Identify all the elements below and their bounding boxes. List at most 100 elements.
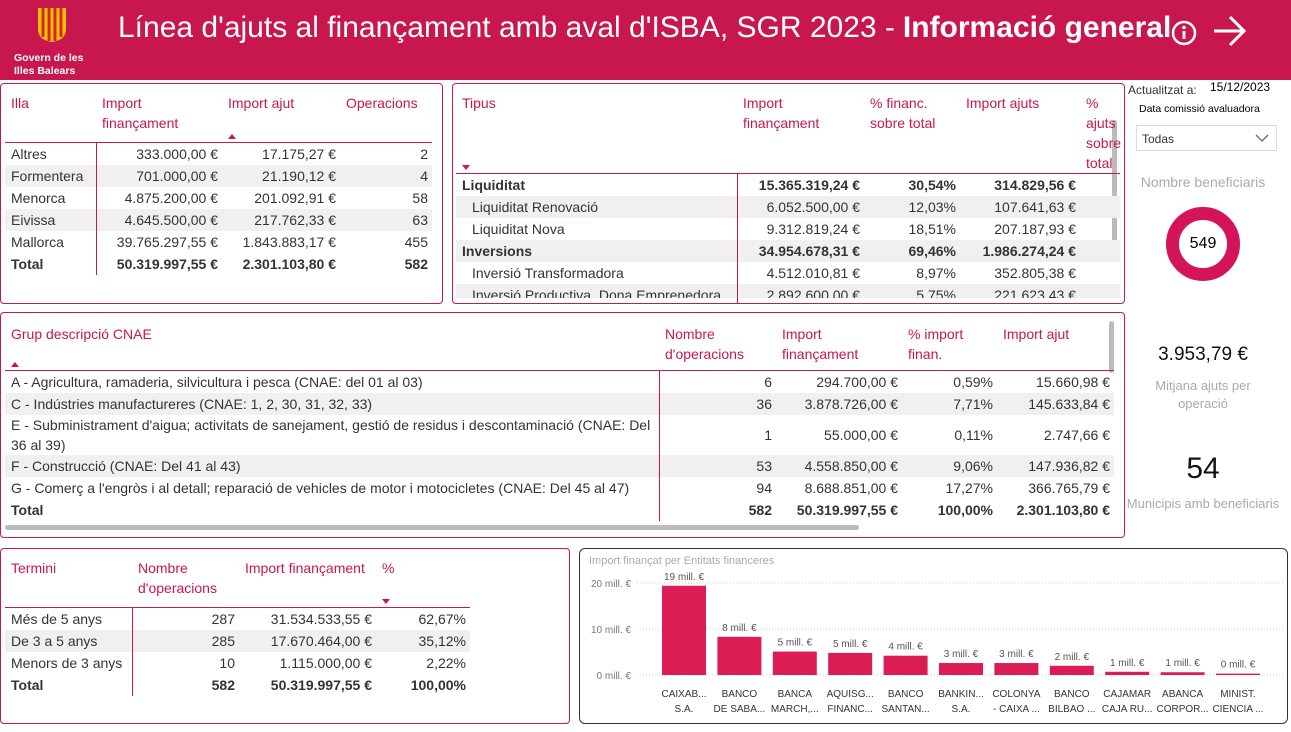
bar: [994, 663, 1039, 675]
row-label: Menorca: [5, 187, 97, 209]
row-label: Eivissa: [5, 209, 97, 231]
table-row: Menors de 3 anys 10 1.115.000,00 € 2,22%: [5, 652, 470, 674]
cell: [1080, 196, 1120, 218]
x-tick-label: DE SABA...: [714, 704, 766, 715]
cell: [1080, 218, 1120, 240]
sort-indicator: [11, 362, 19, 367]
x-tick-label: CAJAMAR: [1103, 689, 1151, 700]
data-label: 5 mill. €: [778, 638, 813, 649]
table-row: Mallorca 39.765.297,55 € 1.843.883,17 € 455: [5, 231, 432, 253]
cell: 2.301.103,80 €: [960, 298, 1080, 303]
bar: [772, 651, 817, 675]
row-label: De 3 a 5 anys: [5, 630, 133, 652]
data-label: 19 mill. €: [664, 572, 704, 583]
cell: 36: [659, 393, 776, 415]
table: Tipus Import finançament% financ. sobre t…: [456, 89, 1121, 303]
cell: 2.301.103,80 €: [242, 256, 336, 272]
table-grid: Grup descripció CNAE Nombre d'operacions I…: [5, 320, 1114, 371]
x-tick-label: MARCH,...: [771, 704, 819, 715]
cell: [1080, 240, 1120, 262]
table-row: Liquiditat 15.365.319,24 € 30,54% 314.829,5…: [456, 174, 1120, 196]
row-label: A - Agricultura, ramaderia, silvicultura…: [5, 371, 660, 393]
x-tick-label: ABANCA: [1162, 689, 1203, 700]
table: Illa Import finançament Import ajut Operaci…: [5, 89, 432, 275]
slicer-value: Todas: [1142, 132, 1175, 146]
table-grid: Liquiditat 15.365.319,24 € 30,54% 314.829,5…: [456, 174, 1121, 298]
table-grid: A - Agricultura, ramaderia, silvicultura…: [5, 371, 1115, 499]
cell: 100,00%: [410, 677, 466, 693]
next-page-arrow[interactable]: [1212, 14, 1248, 48]
cell: 69,46%: [864, 240, 960, 262]
cell: 8.688.851,00 €: [804, 480, 898, 496]
cell: 333.000,00 €: [136, 146, 218, 162]
row-label: Total: [5, 253, 97, 275]
cell: 4.875.200,00 €: [124, 190, 218, 206]
row-label: Liquiditat Renovació: [456, 196, 738, 218]
column-header: Tipus: [456, 89, 737, 174]
chart-panel: Import finançat per Entitats financeres 0…: [579, 548, 1288, 724]
cell: 3.878.726,00 €: [776, 393, 902, 415]
data-label: 5 mill. €: [833, 639, 868, 650]
table-row: C - Indústries manufactureres (CNAE: 1, …: [5, 393, 1114, 415]
x-tick-label: CORPOR...: [1156, 704, 1208, 715]
data-label: 8 mill. €: [722, 623, 757, 634]
cell: 39.765.297,55 €: [116, 234, 218, 250]
sort-indicator: [228, 134, 236, 139]
table-row: Inversió Transformadora 4.512.010,81 € 8,9…: [456, 262, 1120, 284]
bar-chart: Import finançat per Entitats financeres 0…: [589, 555, 1283, 715]
cell: 1.986.274,24 €: [960, 240, 1080, 262]
cell: 287: [211, 611, 235, 627]
x-tick-label: AQUISG...: [827, 689, 874, 700]
cell: 6.052.500,00 €: [737, 196, 864, 218]
column-header: Nombre d'operacions: [659, 320, 776, 371]
cell: 50.319.997,55 €: [796, 502, 898, 518]
row-label: Mallorca: [5, 231, 97, 253]
bar: [828, 652, 873, 675]
table-row: F - Construcció (CNAE: Del 41 al 43) 53 4.…: [5, 455, 1114, 477]
column-header: Grup descripció CNAE: [5, 320, 659, 371]
table-grid: Més de 5 anys 287 31.534.533,55 € 62,67% De …: [5, 608, 470, 674]
column-header: % import finan.: [902, 320, 997, 371]
column-header: % financ. sobre total: [864, 89, 960, 174]
cell: 2: [420, 146, 428, 162]
table-row: E - Subministrament d'aigua; activitats …: [5, 415, 1114, 455]
x-tick-label: S.A.: [675, 704, 694, 715]
chevron: [1255, 134, 1269, 142]
column-header: Import finançament: [239, 554, 376, 608]
cell: 1.115.000,00 €: [279, 655, 372, 671]
scrollbar[interactable]: [5, 525, 859, 530]
column-header: %: [376, 554, 470, 608]
cell: 207.187,93 €: [994, 221, 1076, 237]
cell: 0,11%: [954, 427, 993, 443]
bar: [717, 636, 762, 675]
cell: 582: [404, 256, 428, 272]
table: Grup descripció CNAE Nombre d'operacions I…: [5, 320, 1115, 521]
cell: 53: [659, 455, 776, 477]
cell: 2.892.600,00 €: [737, 284, 864, 298]
table-grid: Tipus Import finançament% financ. sobre t…: [456, 89, 1121, 174]
column-header: Import finançament: [776, 320, 902, 371]
page-title: Línea d'ajuts al finançament amb aval d'…: [118, 8, 1171, 48]
cell: 582: [211, 677, 235, 693]
row-label: Inversió Transformadora: [456, 262, 738, 284]
table-row: Menorca 4.875.200,00 € 201.092,91 € 58: [5, 187, 432, 209]
column-header: Illa: [5, 89, 96, 143]
data-label: 1 mill. €: [1110, 658, 1145, 669]
row-label: Inversions: [456, 240, 738, 262]
table-grid: Illa Import finançament Import ajut Operaci…: [5, 89, 432, 143]
scrollbar[interactable]: [1112, 120, 1117, 250]
cell: 21.190,12 €: [222, 165, 340, 187]
slicer-dropdown[interactable]: Todas: [1136, 125, 1277, 151]
cell: 2.301.103,80 €: [1016, 502, 1110, 518]
updated-label: Actualitzat a:: [1128, 83, 1197, 97]
table-row: Inversions 34.954.678,31 €69,46% 1.986.274…: [456, 240, 1120, 262]
kpi-label: Nombre beneficiaris: [1140, 174, 1266, 190]
info-icon[interactable]: [1170, 18, 1200, 48]
cell: 18,51%: [908, 221, 956, 237]
cell: 55.000,00 €: [824, 427, 898, 443]
sort-indicator: [382, 599, 390, 604]
kpi-label: Mitjana ajuts per operació: [1155, 378, 1251, 411]
kpi-value: 3.953,79 €: [1158, 344, 1248, 365]
cell: 294.700,00 €: [816, 374, 898, 390]
